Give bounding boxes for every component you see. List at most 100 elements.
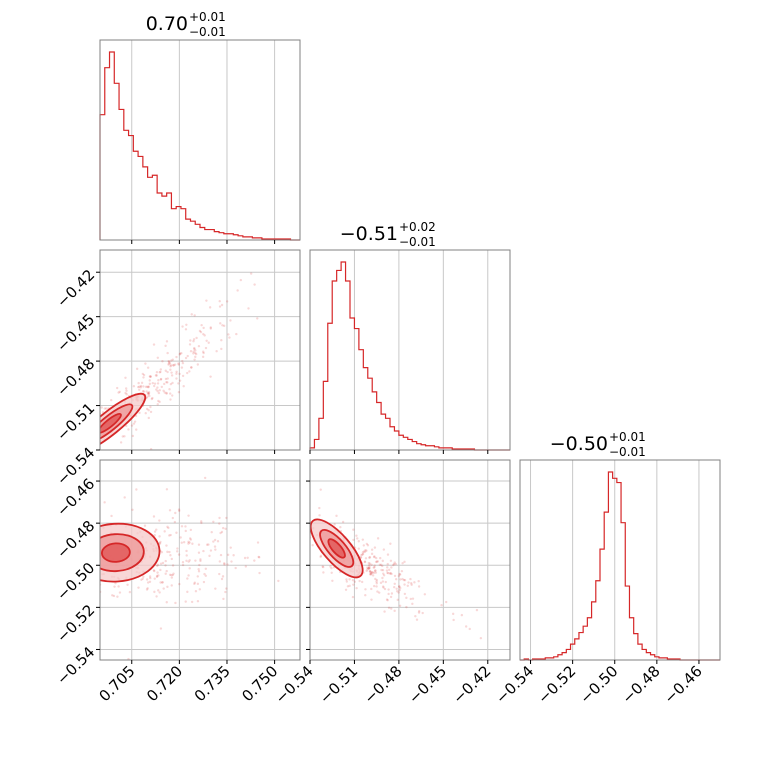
scatter-point [178, 582, 181, 586]
scatter-point [198, 563, 201, 567]
scatter-point [17, 511, 19, 513]
scatter-point [452, 618, 455, 622]
scatter-point [171, 394, 174, 397]
scatter-point [165, 380, 168, 384]
x-tick-label: 0.735 [191, 662, 234, 705]
scatter-point [188, 537, 192, 540]
scatter-point [212, 540, 215, 543]
scatter-point [226, 553, 230, 557]
scatter-point [190, 313, 193, 316]
param-title-3: −0.50 [550, 433, 608, 455]
scatter-point [223, 563, 226, 566]
scatter-point [131, 508, 134, 511]
scatter-point [204, 346, 208, 350]
scatter-point [414, 614, 417, 618]
scatter-point [177, 508, 181, 511]
scatter-point [96, 426, 98, 428]
scatter-point [203, 476, 207, 480]
scatter-point [168, 534, 171, 537]
scatter-point [395, 590, 399, 593]
scatter-point [370, 598, 373, 601]
scatter-point [96, 443, 98, 445]
scatter-point [301, 511, 303, 513]
scatter-point [153, 590, 156, 594]
scatter-point [164, 377, 168, 381]
scatter-point [220, 347, 223, 351]
scatter-point [118, 591, 122, 594]
scatter-point [185, 323, 188, 327]
scatter-point [415, 618, 419, 621]
scatter-point [180, 541, 183, 544]
y-tick-label: −0.54 [53, 643, 98, 688]
scatter-point [197, 551, 201, 554]
scatter-point [353, 580, 356, 583]
scatter-point [193, 582, 196, 586]
scatter-point [158, 542, 162, 545]
scatter-point [142, 575, 145, 578]
scatter-point [382, 586, 385, 589]
scatter-point [47, 550, 49, 552]
scatter-point [401, 562, 404, 565]
scatter-point [390, 607, 393, 610]
scatter-point [162, 587, 165, 590]
scatter-point [219, 531, 222, 535]
scatter-point [234, 566, 237, 570]
scatter-point [360, 580, 364, 584]
scatter-point [468, 627, 471, 631]
scatter-point [135, 428, 138, 431]
scatter-point [131, 434, 135, 438]
scatter-point [380, 568, 383, 572]
scatter-point [319, 488, 322, 491]
scatter-point [381, 580, 385, 583]
scatter-point [331, 579, 334, 582]
scatter-point [105, 407, 108, 410]
scatter-point [192, 352, 195, 355]
scatter-point [86, 438, 88, 440]
scatter-point [218, 300, 221, 303]
scatter-point [203, 334, 206, 337]
scatter-point [387, 592, 390, 596]
scatter-point [221, 575, 225, 578]
scatter-point [411, 602, 414, 606]
scatter-point [396, 598, 399, 602]
scatter-point [417, 579, 420, 583]
scatter-point [133, 420, 137, 423]
scatter-point [362, 550, 366, 553]
scatter-point [423, 593, 427, 596]
scatter-point [67, 443, 69, 445]
scatter-point [186, 371, 189, 375]
scatter-point [187, 574, 190, 577]
scatter-point [218, 516, 221, 520]
scatter-point [398, 572, 401, 576]
scatter-point [165, 601, 168, 604]
scatter-point [155, 374, 158, 377]
scatter-point [201, 355, 205, 359]
scatter-point [361, 538, 365, 541]
scatter-point [386, 566, 389, 569]
scatter-point [397, 591, 400, 594]
scatter-point [181, 374, 185, 378]
scatter-point [368, 569, 372, 573]
scatter-point [304, 526, 306, 528]
scatter-point [115, 386, 119, 390]
scatter-point [170, 573, 173, 577]
scatter-point [146, 385, 149, 388]
scatter-point [200, 521, 203, 525]
scatter-point [80, 437, 82, 439]
scatter-point [368, 567, 371, 570]
scatter-point [381, 576, 384, 580]
scatter-point [80, 441, 82, 443]
scatter-point [72, 443, 74, 445]
scatter-point [156, 564, 159, 568]
scatter-point [196, 599, 200, 603]
scatter-point [164, 559, 167, 563]
scatter-point [197, 570, 201, 573]
scatter-point [386, 571, 389, 575]
scatter-point [167, 360, 171, 364]
x-tick-label: 0.720 [143, 662, 186, 705]
scatter-point [197, 344, 201, 348]
scatter-point [220, 577, 224, 581]
scatter-point [370, 563, 373, 566]
scatter-point [181, 563, 185, 567]
scatter-point [149, 375, 152, 378]
